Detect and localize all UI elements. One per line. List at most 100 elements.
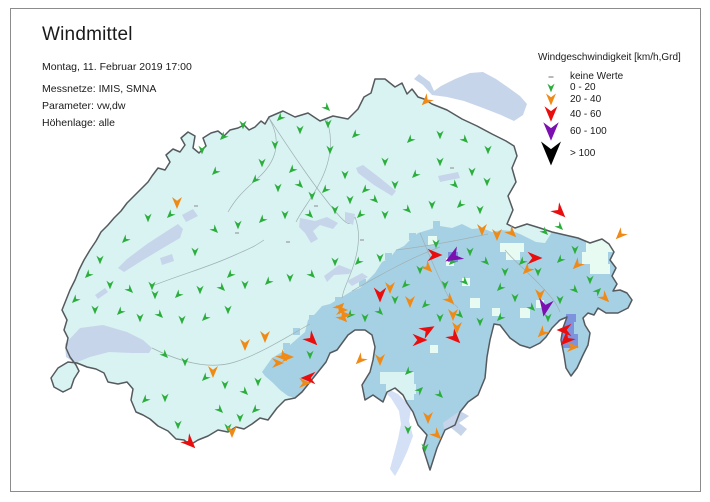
legend-label: keine Werte [570,71,624,82]
date-line: Montag, 11. Februar 2019 17:00 [42,61,192,73]
wind-arrow-g [306,350,314,360]
wind-arrow-o [615,227,628,240]
wind-arrow-g [436,313,444,323]
wind-arrow-o [442,292,455,305]
wind-arrow-g [251,174,261,184]
wind-arrow-g [459,134,469,144]
lakes [65,72,527,476]
wind-arrow-g [124,284,134,294]
wind-arrow-g [391,180,399,190]
legend-item-k: > 100 [538,141,706,166]
wind-arrow-g [341,170,349,180]
wind-arrow-g [569,284,579,294]
wind-arrow-g [224,305,232,315]
wind-arrow-g [454,309,464,319]
wind-arrow-g [161,393,169,403]
wind-arrow-g [346,195,354,205]
wind-arrow-g [331,205,339,215]
wind-arrow-g [198,145,206,155]
wind-arrow-g [254,377,262,387]
network-line: Messnetze: IMIS, SMNA [42,83,157,95]
wind-arrow-r [418,326,435,340]
no-value-mark [360,239,364,241]
wind-arrow-g [201,312,211,322]
wind-arrow-r [412,333,428,347]
wind-arrow-g [226,269,236,279]
wind-arrow-g [288,164,298,174]
wind-arrow-o [275,349,288,362]
wind-arrow-o [567,342,579,352]
wind-arrow-g [321,102,331,112]
wind-arrow-g [402,204,412,214]
wind-arrow-g [144,213,152,223]
wind-arrow-icon-r [538,106,564,122]
wind-arrow-g [178,315,186,325]
wind-arrow-g [281,210,289,220]
wind-arrow-g [421,299,431,309]
no-value-mark [314,205,318,207]
wind-arrow-g [476,317,484,327]
wind-arrow-g [211,166,221,176]
wind-arrow-g [271,140,279,150]
wind-arrow-g [480,256,490,266]
wind-arrow-g [239,120,247,130]
wind-arrow-g [174,289,184,299]
wind-arrow-g [84,269,94,279]
wind-arrow-g [449,179,459,189]
legend-items: keine Werte 0 - 20 20 - 40 40 - 60 60 - 100 >… [538,71,706,166]
wind-arrow-g [296,125,304,135]
wind-arrow-g [436,157,444,167]
wind-arrow-g [496,282,506,292]
wind-arrow-g [236,413,244,423]
legend-label: 20 - 40 [570,94,602,105]
wind-arrow-g [411,169,421,179]
wind-arrow-g [159,349,169,359]
legend-item-g: 0 - 20 [538,82,706,93]
wind-arrow-g [374,306,384,316]
wind-arrow-o [423,412,433,424]
wind-speed-legend: Windgeschwindigkeit [km/h,Grd] keine Wer… [538,52,706,166]
wind-arrow-g [346,309,356,319]
wind-arrow-o [572,257,585,270]
wind-arrow-o [405,296,415,308]
lake-zurich [356,165,396,196]
walensee [438,172,460,182]
lake-neuchatel [118,224,183,272]
wind-arrow-g [241,280,249,290]
wind-arrow-g [181,357,189,367]
wind-zone-raster [262,224,632,470]
wind-arrow-g [484,145,492,155]
wind-arrow-r [373,287,387,303]
wind-arrow-g [518,256,528,266]
wind-arrow-o [504,225,517,238]
lake-constance [414,72,527,121]
wind-arrow-o [299,378,311,388]
wind-arrow-g [404,425,412,435]
wind-arrow-g [354,256,364,266]
wind-arrow-g [216,282,226,292]
wind-arrow-g [116,306,126,316]
wind-arrow-r [550,202,566,218]
wind-arrow-g [466,247,474,257]
wind-arrow-icon-o [538,93,564,106]
no-value-mark [194,205,198,207]
wind-arrow-g [154,309,164,319]
wind-arrow-icon-g [538,83,564,93]
lake-lucerne [299,217,338,243]
lake-zug [345,212,355,225]
wind-arrow-g [294,179,304,189]
wind-arrow-g [71,294,81,304]
wind-arrow-r [527,251,543,265]
wind-arrow-g [414,386,424,396]
wind-arrow-o [355,352,368,365]
wind-arrow-g [219,131,229,141]
lake-thun [324,265,352,282]
lake-biel [182,209,198,222]
wind-arrow-o [385,282,395,294]
wind-arrow-g [526,302,536,312]
wind-arrow-g [214,404,224,414]
wind-arrow-g [501,267,509,277]
wind-arrow-icon-p [538,122,564,141]
